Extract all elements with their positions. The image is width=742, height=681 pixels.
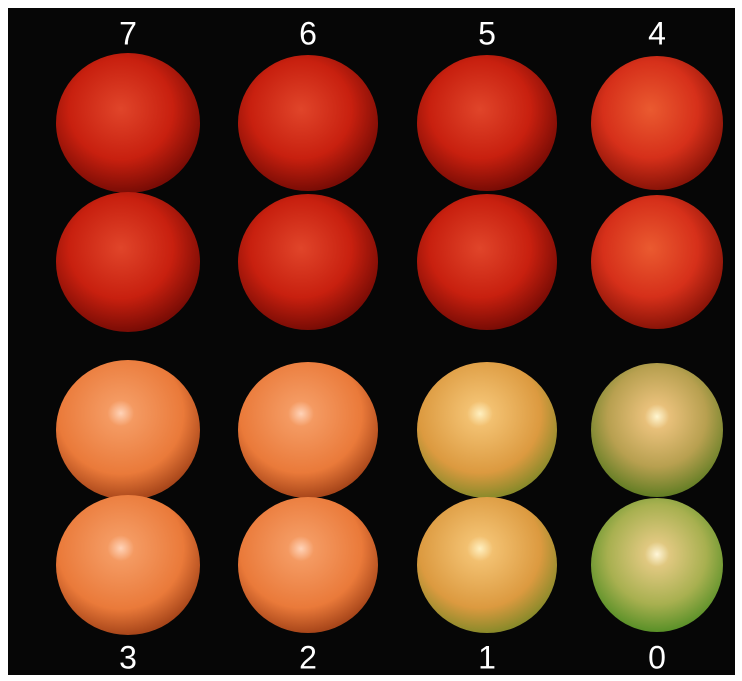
stage-label: 4 (648, 15, 666, 51)
tomato (238, 55, 378, 191)
stage-label: 0 (648, 639, 666, 675)
tomato (417, 362, 557, 498)
stage-label: 6 (299, 15, 317, 51)
stage-label: 5 (478, 15, 496, 51)
tomato (56, 192, 200, 332)
tomato (417, 497, 557, 633)
stage-label: 2 (299, 639, 317, 675)
tomato (238, 362, 378, 498)
tomato (238, 497, 378, 633)
tomato (56, 360, 200, 500)
tomato (238, 194, 378, 330)
tomato (417, 194, 557, 330)
tomato (591, 498, 723, 632)
tomato (591, 195, 723, 329)
tomatoes (56, 53, 723, 635)
stage-label: 1 (478, 639, 496, 675)
tomato (591, 56, 723, 190)
tomato (56, 53, 200, 193)
stage-label: 3 (119, 639, 137, 675)
tomato (56, 495, 200, 635)
labels: 7 6 5 4 3 2 1 0 (119, 15, 666, 675)
stage-label: 7 (119, 15, 137, 51)
tomato (417, 55, 557, 191)
tomato (591, 363, 723, 497)
